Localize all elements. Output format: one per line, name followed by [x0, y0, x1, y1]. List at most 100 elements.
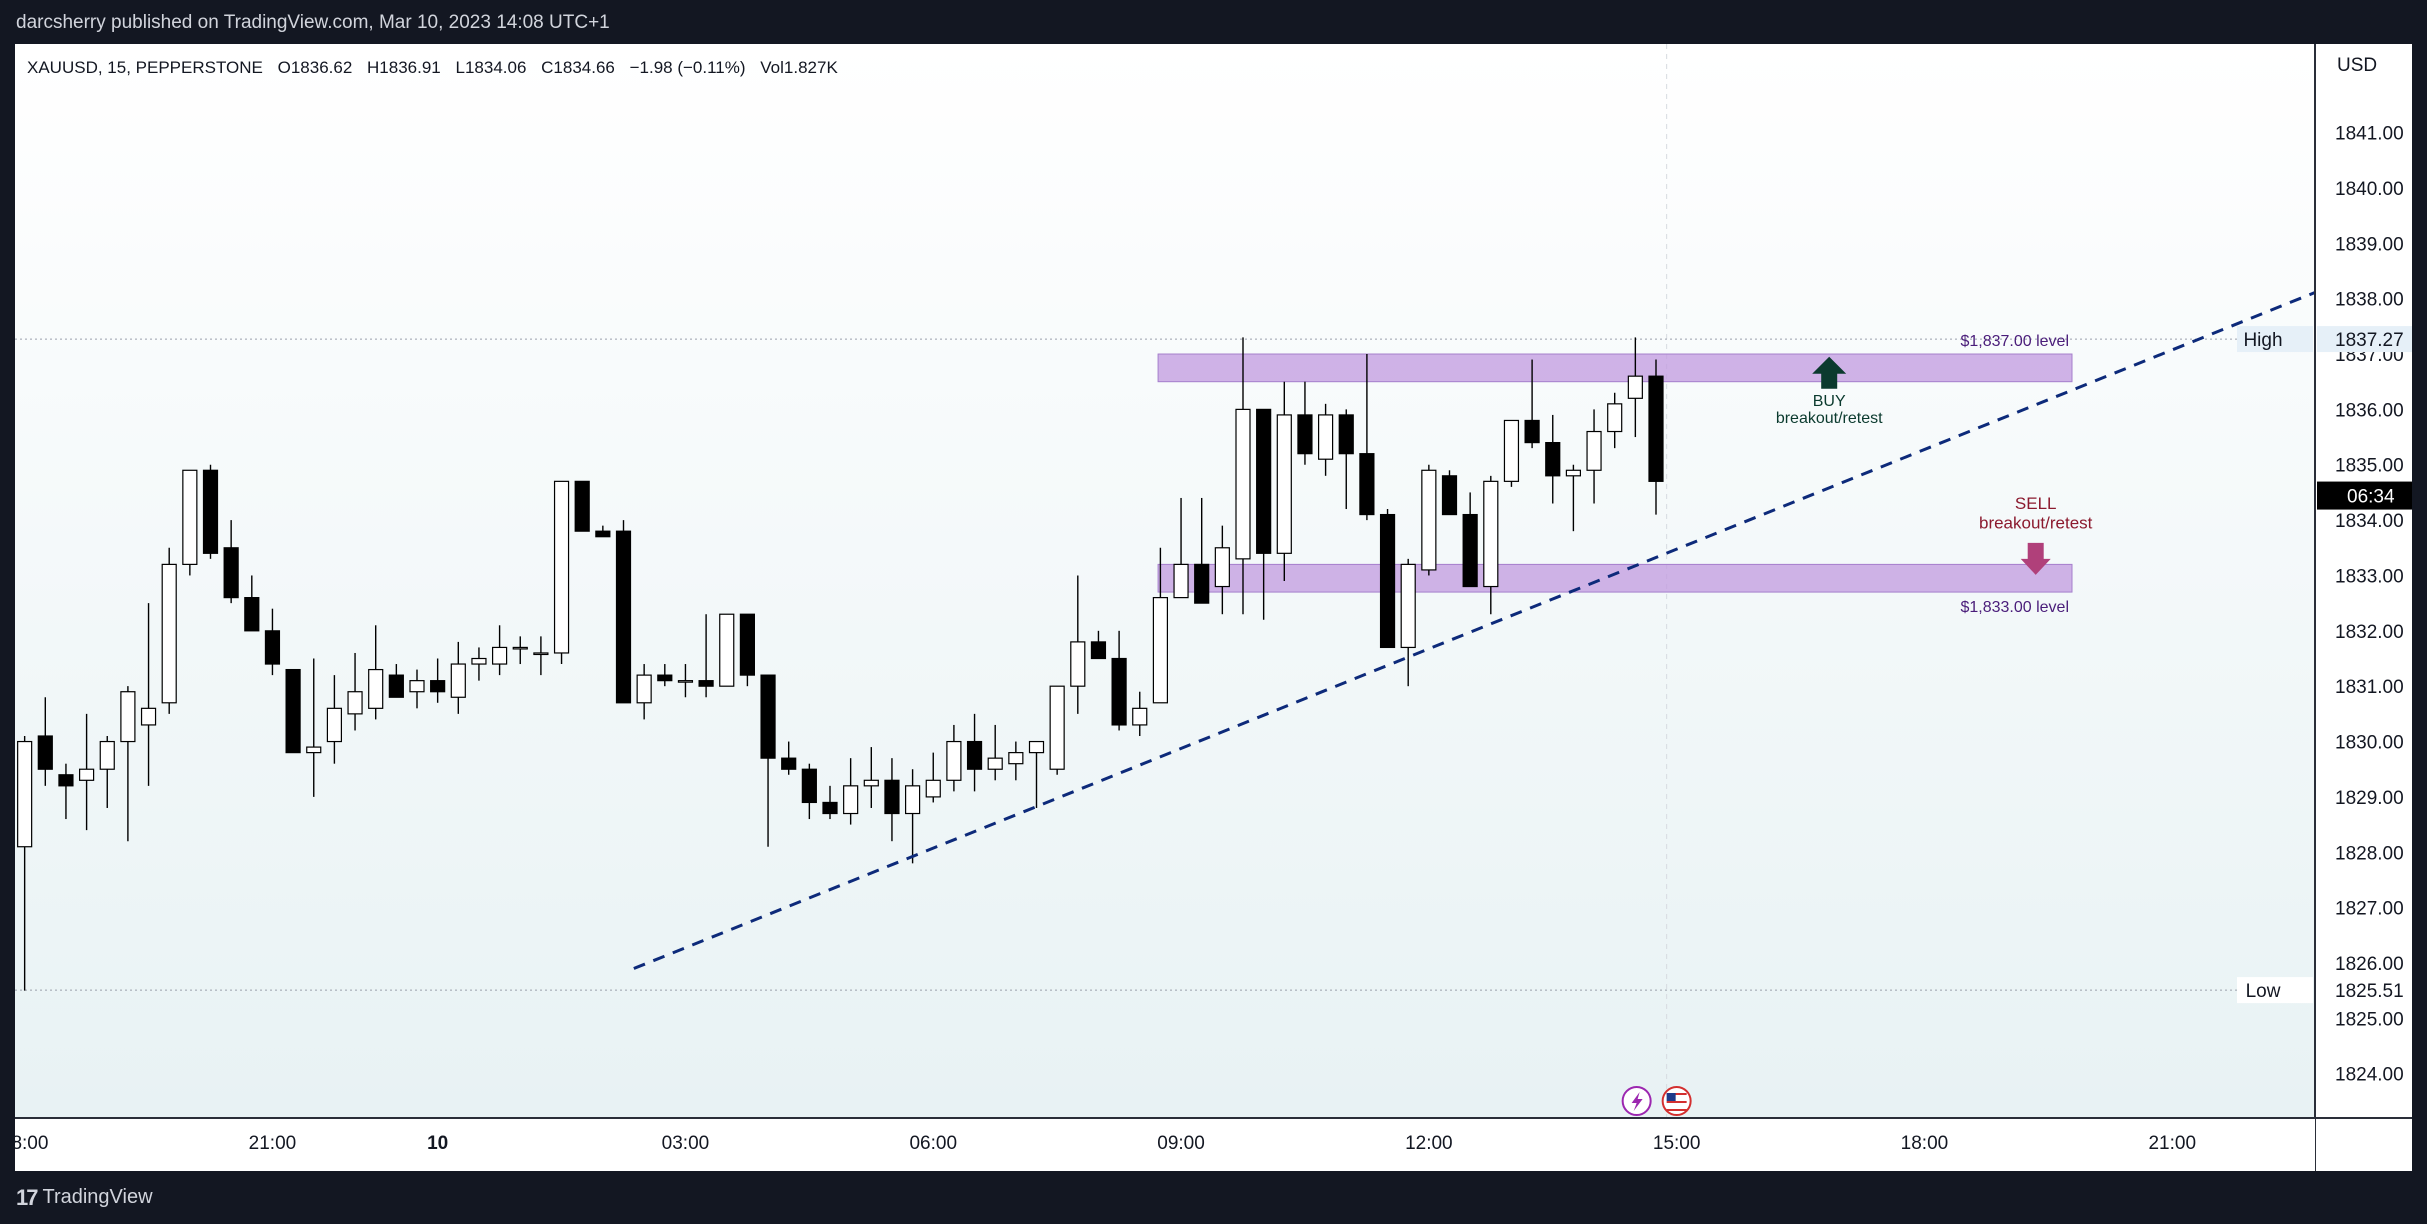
- candle-body: [37, 735, 53, 770]
- publish-header: darcsherry published on TradingView.com,…: [16, 12, 610, 33]
- candle-body: [677, 680, 694, 683]
- price-tick-label: 1833.00: [2335, 566, 2404, 587]
- candle-body: [1586, 430, 1602, 471]
- time-tick-label: 09:00: [1157, 1133, 1205, 1154]
- candle-body: [1008, 752, 1024, 765]
- price-tick-label: 1825.00: [2335, 1009, 2404, 1030]
- zones[interactable]: $1,837.00 level $1,833.00 level: [1157, 333, 2073, 616]
- candle-body: [182, 469, 198, 565]
- countdown-tag: [2317, 481, 2412, 510]
- candle-body: [1607, 403, 1623, 433]
- candle-body: [698, 680, 714, 687]
- price-tick-label: 1836.00: [2335, 400, 2404, 421]
- support-zone[interactable]: [1157, 563, 2073, 593]
- candle-body: [1049, 685, 1065, 770]
- candle-body: [471, 657, 487, 665]
- candle-body: [904, 785, 921, 815]
- candle-body: [450, 663, 466, 698]
- candle-body: [822, 801, 838, 815]
- buy-arrow-icon: [1812, 356, 1847, 389]
- candle-body: [1173, 563, 1189, 599]
- candle-body: [1132, 707, 1148, 726]
- sell-arrow-icon: [2020, 542, 2051, 575]
- resistance-zone-label: $1,837.00 level: [1960, 333, 2069, 350]
- candle-body: [120, 691, 136, 743]
- candle-body: [1545, 441, 1561, 477]
- sell-label: SELL: [2015, 494, 2057, 513]
- now-line: [15, 44, 2315, 1118]
- candle-body: [1462, 513, 1478, 588]
- candle-body: [1648, 375, 1664, 482]
- candle-body: [1256, 408, 1272, 554]
- candle-body: [1028, 740, 1045, 754]
- candle-body: [863, 779, 879, 787]
- time-tick-label: 21:00: [249, 1133, 297, 1154]
- time-axis[interactable]: [15, 1118, 2315, 1171]
- candle-body: [202, 469, 219, 554]
- high-price-label: 1837.27: [2335, 330, 2404, 351]
- candle-body: [884, 779, 900, 815]
- price-ticks: 1824.00 1825.00 1826.00 1827.00 1828.00 1829.…: [2335, 124, 2404, 1086]
- candle-body: [595, 530, 611, 538]
- chart-frame[interactable]: $1,837.00 level $1,833.00 level BUY breako…: [15, 44, 2412, 1171]
- candle-body: [1359, 453, 1375, 516]
- sell-sublabel: breakout/retest: [1979, 513, 2093, 532]
- candle-body: [739, 613, 756, 676]
- candle-body: [719, 613, 735, 687]
- time-ticks: 18:00 21:00 10 03:00 06:00 09:00 12:00 15:00 18:…: [15, 1133, 2196, 1154]
- candle-body: [1090, 641, 1107, 660]
- high-price-tag: [2317, 326, 2412, 353]
- price-tick-label: 1824.00: [2335, 1065, 2404, 1086]
- price-tick-label: 1831.00: [2335, 677, 2404, 698]
- countdown-label: 06:34: [2347, 487, 2395, 508]
- price-tick-label: 1838.00: [2335, 290, 2404, 311]
- low-price-tag: [2317, 977, 2412, 1004]
- low-tag: [2237, 977, 2313, 1004]
- resistance-zone[interactable]: [1157, 353, 2073, 383]
- candle-body: [409, 680, 425, 693]
- candle-body: [946, 740, 962, 781]
- price-tick-label: 1829.00: [2335, 788, 2404, 809]
- time-tick-label: 21:00: [2148, 1133, 2196, 1154]
- candle-body: [781, 757, 797, 770]
- legend-open: O1836.62: [278, 58, 353, 77]
- candle-body: [223, 547, 239, 599]
- event-icons[interactable]: [1621, 1086, 1692, 1116]
- tradingview-brand[interactable]: 17 TradingView: [16, 1171, 153, 1224]
- buy-sublabel: breakout/retest: [1776, 410, 1883, 427]
- candle-body: [533, 652, 549, 656]
- candle-body: [1627, 375, 1643, 399]
- trendline[interactable]: [633, 269, 2369, 970]
- price-tick-label: 1835.00: [2335, 456, 2404, 477]
- candle-body: [161, 563, 177, 704]
- price-tick-label: 1840.00: [2335, 179, 2404, 200]
- candle-body: [264, 630, 281, 665]
- price-tick-label: 1827.00: [2335, 899, 2404, 920]
- price-tick-label: 1834.00: [2335, 511, 2404, 532]
- price-tick-label: 1828.00: [2335, 843, 2404, 864]
- buy-label: BUY: [1813, 393, 1846, 410]
- time-tick-label: 03:00: [662, 1133, 710, 1154]
- footer: 17 TradingView: [0, 1171, 2427, 1224]
- time-tick-label: 15:00: [1653, 1133, 1701, 1154]
- flag-stripe: [1666, 1097, 1687, 1099]
- high-tag-label: High: [2243, 330, 2282, 351]
- candle-body: [1152, 597, 1169, 704]
- candle-body: [1441, 475, 1458, 516]
- candlestick-chart[interactable]: $1,837.00 level$1,833.00 level BUYbreako…: [15, 44, 2412, 1171]
- candle-body: [368, 668, 384, 709]
- candle-body: [1276, 414, 1292, 554]
- low-price-label: 1825.51: [2335, 981, 2404, 1002]
- candle-body: [574, 480, 590, 532]
- candle-body: [925, 779, 941, 798]
- candle-body: [99, 740, 115, 770]
- candle-body: [1524, 419, 1540, 444]
- candle-body: [1297, 414, 1313, 455]
- legend-volume: Vol1.827K: [760, 58, 838, 77]
- candle-body: [1194, 563, 1210, 604]
- legend-high: H1836.91: [367, 58, 441, 77]
- time-tick-label: 12:00: [1405, 1133, 1453, 1154]
- low-tag-label: Low: [2246, 981, 2281, 1002]
- candle-body: [347, 691, 363, 715]
